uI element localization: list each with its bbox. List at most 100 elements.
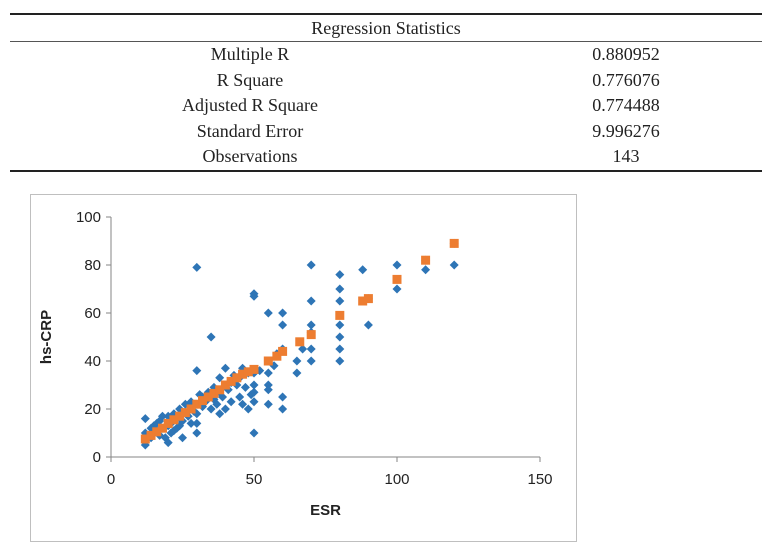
row-label: Standard Error [196,120,304,141]
observed-point [335,356,345,366]
observed-point [306,356,316,366]
table-header-row: Regression Statistics [10,13,762,42]
predicted-point [272,351,282,361]
observed-point [392,260,402,270]
observed-point [335,344,345,354]
predicted-point [220,380,230,390]
predicted-point [226,376,236,386]
observed-point [140,414,150,424]
observed-point [206,332,216,342]
observed-point [249,387,259,397]
observed-point [192,428,202,438]
chart-svg: 0 50 100 150 0 20 40 60 80 100 ESR hs-CRP [38,209,553,519]
x-axis-title: ESR [310,502,341,519]
observed-point [192,409,202,419]
row-value: 9.996276 [592,120,660,141]
observed-point [212,399,222,409]
predicted-point [152,427,162,437]
observed-point [278,392,288,402]
table-row: Adjusted R Square 0.774488 [10,93,762,119]
table-row: Multiple R 0.880952 [10,42,762,68]
chart-axes: 0 50 100 150 0 20 40 60 80 100 [76,209,553,488]
table-row: R Square 0.776076 [10,68,762,94]
regression-statistics-table: Regression Statistics Multiple R 0.88095… [10,13,762,172]
predicted-point [203,392,213,402]
predicted-point [215,385,225,395]
observed-point [335,296,345,306]
observed-point [178,433,187,443]
predicted-point [335,310,345,320]
observed-point [263,380,273,390]
observed-point [278,404,288,414]
observed-point [449,260,459,270]
observed-point [157,411,167,421]
observed-point [215,409,225,419]
observed-point [249,397,259,407]
observed-point [263,368,273,378]
observed-point [238,399,248,409]
predicted-point [306,330,316,340]
observed-point [306,320,316,330]
x-tick-label: 0 [107,471,115,488]
predicted-point [180,408,190,418]
observed-point [186,418,196,428]
observed-point [243,404,253,414]
observed-point [421,265,431,275]
observed-point [249,291,259,301]
observed-point [335,332,345,342]
observed-point [192,366,202,376]
observed-point [235,392,245,402]
observed-point [163,438,173,448]
predicted-point [263,356,273,366]
observed-point [335,270,345,280]
predicted-point [421,255,431,265]
observed-point [240,382,250,392]
observed-point [192,262,202,272]
predicted-point [192,399,202,409]
table-header: Regression Statistics [10,13,762,42]
observed-point [206,404,216,414]
predicted-point [295,337,305,347]
predicted-point [169,415,179,425]
table-row: Observations 143 [10,144,762,172]
observed-point [263,308,273,318]
observed-point [306,344,316,354]
observed-point [306,296,316,306]
observed-point [226,397,236,407]
predicted-point [146,430,156,440]
y-tick-label: 40 [84,353,101,370]
observed-point [249,380,259,390]
y-axis-title: hs-CRP [38,310,55,364]
row-value: 0.774488 [592,95,660,116]
observed-point [238,363,248,373]
observed-point [278,308,288,318]
table-row: Standard Error 9.996276 [10,119,762,145]
predicted-point [163,418,173,428]
observed-point [218,392,228,402]
predicted-point [449,238,459,248]
observed-point [215,373,225,383]
observed-point [223,385,233,395]
observed-point [392,284,402,294]
predicted-point [392,274,402,284]
observed-point [249,428,259,438]
y-tick-label: 80 [84,257,101,274]
predicted-point [358,296,368,306]
predicted-point [209,388,219,398]
observed-point [335,320,345,330]
observed-point [298,344,308,354]
predicted-point [232,373,242,383]
predicted-point [238,369,248,379]
y-tick-label: 100 [76,209,101,226]
predicted-point [243,367,253,377]
row-label: Multiple R [210,44,290,65]
predicted-series [140,238,459,444]
chart-series-layer [140,238,459,450]
y-tick-label: 0 [93,449,101,466]
x-tick-label: 150 [527,471,552,488]
predicted-point [278,346,288,356]
observed-point [363,320,373,330]
observed-point [263,385,273,395]
observed-point [192,418,202,428]
scatter-chart: 0 50 100 150 0 20 40 60 80 100 ESR hs-CRP [30,194,577,542]
